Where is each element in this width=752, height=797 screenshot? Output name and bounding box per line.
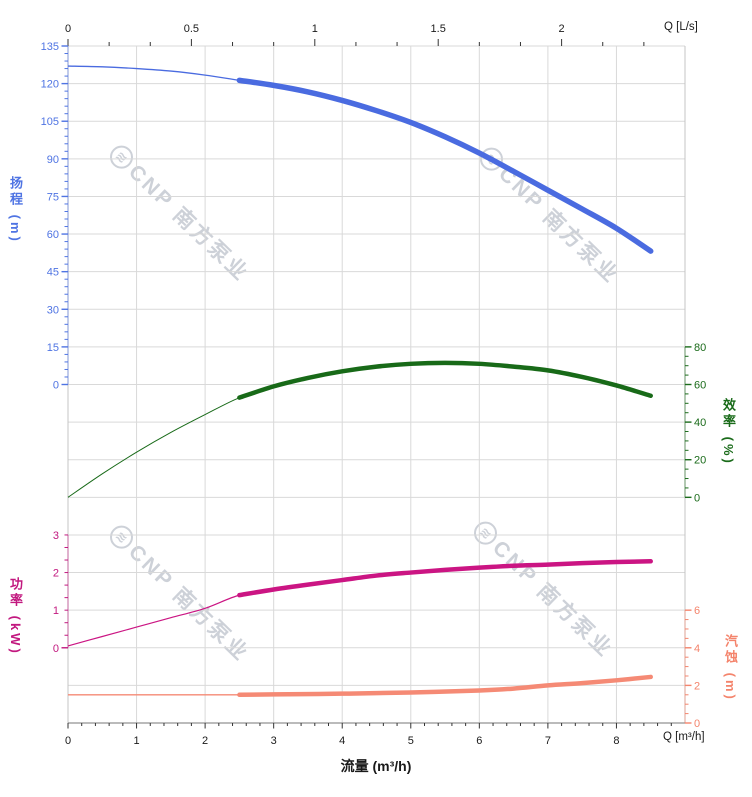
left_head_axis-label: 105 (41, 116, 59, 128)
right_npsh_axis-label: 0 (694, 718, 700, 730)
top-tick-label: 1.5 (431, 23, 446, 35)
curve-thin-right_eff_axis (67, 362, 651, 498)
bottom-tick-label: 1 (133, 735, 139, 747)
right_eff_axis-label: 60 (694, 380, 706, 392)
left_head_axis-label: 15 (47, 342, 59, 354)
left_power_axis-label: 1 (53, 605, 59, 617)
curve-thick-left_power_axis (237, 559, 653, 598)
left_head_axis-label: 135 (41, 41, 59, 53)
head-axis-title: 扬程 (m) (7, 176, 23, 244)
left_head_axis-label: 60 (47, 229, 59, 241)
right_eff_axis-label: 20 (694, 455, 706, 467)
bottom-tick-label: 8 (613, 735, 619, 747)
flow-axis-title: 流量 (m³/h) (340, 758, 412, 774)
efficiency-axis-title: 效率 (%) (720, 398, 736, 466)
bottom-tick-label: 7 (545, 735, 551, 747)
top-tick-label: 1 (312, 23, 318, 35)
left_power_axis-label: 0 (53, 643, 59, 655)
left_head_axis-label: 90 (47, 154, 59, 166)
left_power_axis-label: 2 (53, 568, 59, 580)
bottom-tick-label: 5 (408, 735, 414, 747)
left_head_axis-label: 0 (53, 380, 59, 392)
right_npsh_axis-label: 2 (694, 680, 700, 692)
right_eff_axis-label: 0 (694, 492, 700, 504)
right_eff_axis-label: 40 (694, 417, 706, 429)
left_head_axis-label: 30 (47, 304, 59, 316)
right_npsh_axis-label: 4 (694, 643, 700, 655)
bottom-tick-label: 2 (202, 735, 208, 747)
bottom-tick-label: 3 (271, 735, 277, 747)
bottom-tick-label: 6 (476, 735, 482, 747)
left_power_axis-label: 3 (53, 530, 59, 542)
right_npsh_axis-label: 6 (694, 605, 700, 617)
curve-thin-left_power_axis (67, 560, 651, 647)
npsh-axis-title: 汽蚀 (m) (722, 634, 738, 702)
power-axis-title: 功率 (kW) (7, 577, 23, 656)
curve-thick-left_head_axis (236, 77, 654, 254)
top-tick-label: 0 (65, 23, 71, 35)
top-tick-label: 0.5 (184, 23, 199, 35)
bottom-tick-label: 0 (65, 735, 71, 747)
right_eff_axis-label: 80 (694, 342, 706, 354)
bottom-tick-label: 4 (339, 735, 345, 747)
left_head_axis-label: 120 (41, 79, 59, 91)
curve-thick-right_npsh_axis (237, 674, 653, 698)
top-tick-label: 2 (559, 23, 565, 35)
left_head_axis-label: 75 (47, 191, 59, 203)
left_head_axis-label: 45 (47, 267, 59, 279)
curve-thick-right_eff_axis (237, 360, 653, 400)
bottom-axis-unit-label: Q [m³/h] (663, 731, 705, 743)
top-axis-unit-label: Q [L/s] (664, 21, 698, 33)
